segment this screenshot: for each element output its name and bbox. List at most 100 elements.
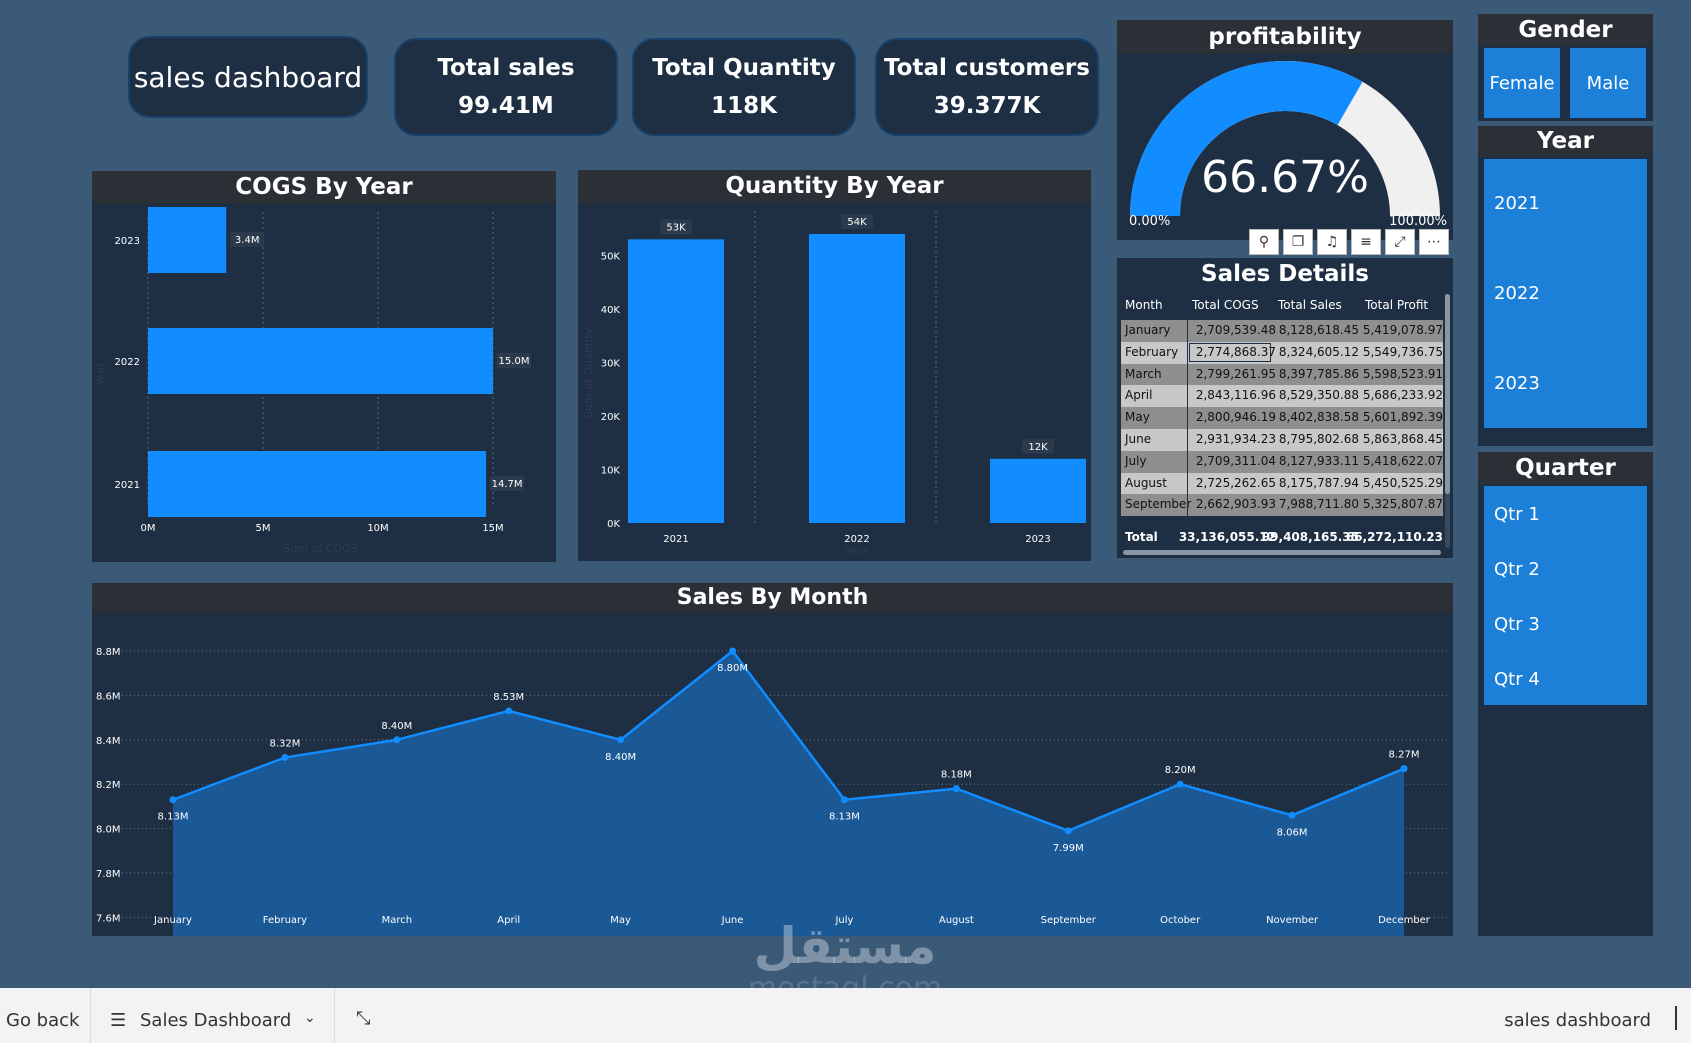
data-point-september[interactable] [1064,827,1072,835]
slicer-option-label: Female [1489,72,1555,94]
table-row[interactable]: March 2,799,261.95 8,397,785.86 5,598,523.9… [1121,363,1443,386]
column-header[interactable]: Total COGS [1192,298,1259,312]
slicer-option-qtr2[interactable]: Qtr 2 [1494,559,1540,580]
scrollbar-thumb[interactable] [1445,294,1450,494]
kpi-card-total-quantity: Total Quantity 118K [632,38,856,136]
table-row[interactable]: February 2,774,868.37 8,324,605.12 5,549,73… [1121,341,1443,364]
column-divider [1187,320,1188,530]
page-list-icon: ☰ [110,1010,127,1031]
x-tick-label: May [610,915,631,926]
quantity-by-year-chart[interactable]: Quantity By Year 0K 10K 20K 30K 40K 50K 2021 53… [578,170,1091,561]
table-horizontal-scrollbar[interactable] [1123,550,1441,555]
bar-2021[interactable] [628,239,724,523]
table-cell: May [1125,410,1150,425]
filter-icon[interactable]: ≡ [1351,229,1381,255]
column-header[interactable]: Total Sales [1278,298,1342,312]
table-row[interactable]: January 2,709,539.48 8,128,618.45 5,419,078… [1121,320,1443,342]
data-point-august[interactable] [952,785,960,793]
slicer-option-female[interactable]: Female [1484,48,1560,118]
more-icon[interactable]: ⋯ [1419,229,1449,255]
table-cell: July [1125,453,1147,468]
bar-2022[interactable] [148,328,493,394]
data-point-february[interactable] [281,754,289,762]
slicer-option-2023[interactable]: 2023 [1494,373,1540,394]
table-cell: 8,127,933.11 [1278,453,1359,468]
column-header[interactable]: Month [1125,298,1163,312]
table-cell: 5,601,892.39 [1362,410,1443,425]
sales-by-month-chart[interactable]: Sales By Month 7.6M 7.8M 8.0M 8.2M 8.4M 8.6M 8… [92,583,1453,936]
data-point-june[interactable] [729,647,737,655]
slicer-option-male[interactable]: Male [1570,48,1646,118]
data-label: 53K [666,222,686,233]
focus-icon[interactable]: ⤢ [1385,229,1415,255]
sales-details-table[interactable]: Sales Details Month Total COGS Total Sal… [1117,258,1453,558]
data-point-december[interactable] [1400,765,1408,773]
table-cell: January [1125,323,1171,337]
copy-icon[interactable]: ❐ [1283,229,1313,255]
chart-title: Quantity By Year [578,170,1091,203]
bar-2021[interactable] [148,451,487,517]
total-cogs: 33,136,055.12 [1178,530,1276,544]
x-tick-label: January [153,915,192,926]
go-back-button[interactable]: Go back [6,1010,80,1031]
data-label: 8.18M [941,770,972,781]
table-cell: 2,774,868.37 [1195,344,1276,359]
data-label: 8.20M [1165,765,1196,776]
data-point-march[interactable] [393,736,401,744]
slicer-option-qtr4[interactable]: Qtr 4 [1494,669,1540,690]
table-row[interactable]: April 2,843,116.96 8,529,350.88 5,686,233.9… [1121,385,1443,408]
table-cell: 8,324,605.12 [1278,344,1359,359]
table-row[interactable]: August 2,725,262.65 8,175,787.94 5,450,525.… [1121,472,1443,495]
table-cell: 5,450,525.29 [1362,475,1443,490]
slicer-title: Year [1478,126,1653,156]
table-cell: 5,418,622.07 [1362,453,1443,468]
bar-2023[interactable] [148,207,227,273]
slicer-option-qtr1[interactable]: Qtr 1 [1494,504,1540,525]
bar-2022[interactable] [809,234,905,523]
bell-icon[interactable]: ♫ [1317,229,1347,255]
data-point-november[interactable] [1288,811,1296,819]
chevron-down-icon: ⌄ [304,1010,316,1026]
report-name-label: sales dashboard [1504,1010,1651,1031]
table-row[interactable]: September 2,662,903.93 7,988,711.80 5,325,8… [1121,494,1443,517]
data-point-july[interactable] [840,796,848,804]
data-label: 14.7M [492,479,523,490]
data-point-october[interactable] [1176,780,1184,788]
x-tick-label: October [1160,915,1201,926]
table-row[interactable]: May 2,800,946.19 8,402,838.58 5,601,892.39 [1121,407,1443,429]
cogs-chart-svg: 0M 5M 10M 15M 2023 3.4M 2022 15.0M 2021 14.7M Sum … [94,207,531,555]
cogs-by-year-chart[interactable]: COGS By Year 0M 5M 10M 15M 2023 3.4M 2022 15.0M… [92,171,556,562]
table-row[interactable]: July 2,709,311.04 8,127,933.11 5,418,622.07 [1121,450,1443,473]
bar-2023[interactable] [990,458,1086,523]
bottom-bar: Go back ☰ Sales Dashboard ⌄ ⤡ sales dash… [0,988,1691,1043]
x-tick-label: June [721,915,744,926]
x-tick-label: 0M [141,523,156,534]
watermark-arabic: مستقل [753,917,937,975]
x-axis-label: Year [844,545,869,558]
data-label-bg [230,232,265,247]
slicer-option-2022[interactable]: 2022 [1494,283,1540,304]
cell-focus-outline [1189,342,1271,362]
kpi-title: Total Quantity [652,55,836,81]
data-label: 8.32M [269,739,300,750]
table-cell: 5,419,078.97 [1362,323,1443,337]
data-label: 8.80M [717,663,748,674]
table-cell: 2,800,946.19 [1195,410,1276,425]
table-cell: February [1125,344,1179,359]
kpi-title: Total customers [884,55,1090,81]
page-name: Sales Dashboard [140,1010,292,1031]
data-point-april[interactable] [505,707,513,715]
pin-icon[interactable]: ⚲ [1249,229,1279,255]
chart-title: Sales By Month [92,583,1453,613]
table-cell: 8,529,350.88 [1278,388,1359,403]
column-header[interactable]: Total Profit [1365,298,1429,312]
slicer-option-2021[interactable]: 2021 [1494,193,1540,214]
y-tick-label: 20K [601,412,621,423]
table-vertical-scrollbar[interactable] [1445,294,1450,548]
collapse-icon[interactable]: ⤡ [356,1008,371,1029]
table-row[interactable]: June 2,931,934.23 8,795,802.68 5,863,868.45 [1121,429,1443,451]
profitability-gauge[interactable]: profitability 66.67% 0.00% 100.00% [1117,20,1453,240]
slicer-option-qtr3[interactable]: Qtr 3 [1494,614,1540,635]
data-point-january[interactable] [169,796,177,804]
data-point-may[interactable] [617,736,625,744]
